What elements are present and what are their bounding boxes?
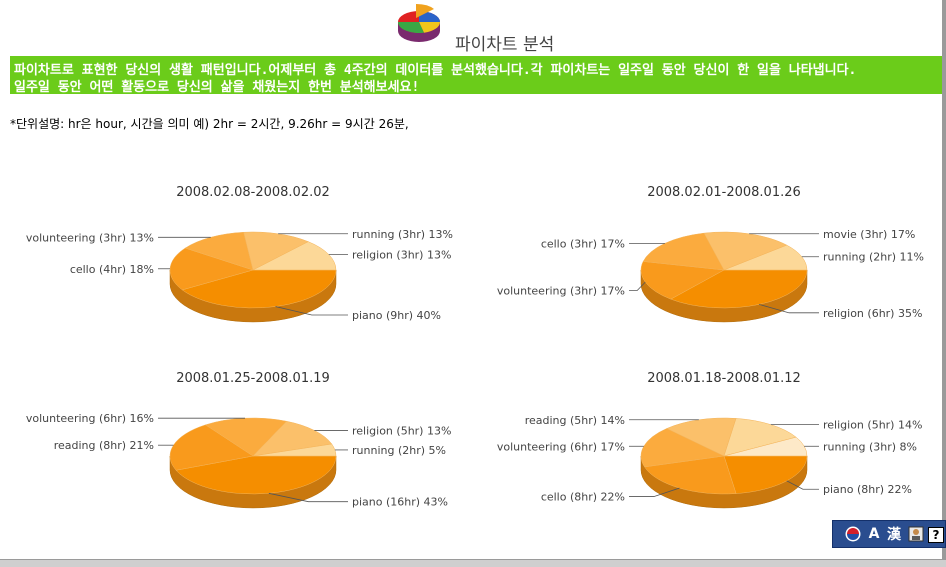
toolbar-english-mode-button[interactable]: A bbox=[868, 526, 880, 542]
slice-label: running (3hr) 13% bbox=[352, 228, 453, 241]
pie-slice bbox=[169, 424, 254, 471]
page-title: 파이차트 분석 bbox=[455, 35, 555, 55]
user-settings-icon[interactable] bbox=[906, 524, 926, 544]
label-leader-line bbox=[759, 304, 819, 314]
toolbar-help-button[interactable]: ? bbox=[928, 527, 944, 543]
window-right-edge bbox=[942, 0, 946, 566]
slice-label: volunteering (6hr) 17% bbox=[497, 440, 625, 453]
label-leader-line bbox=[786, 480, 819, 490]
pie-slice bbox=[670, 269, 808, 309]
slice-label: piano (16hr) 43% bbox=[352, 496, 448, 509]
slice-label: piano (9hr) 40% bbox=[352, 309, 441, 322]
slice-label: cello (8hr) 22% bbox=[541, 490, 625, 503]
pie-chart-svg-3: 2008.01.25-2008.01.19 piano (16hr) 43% rea… bbox=[26, 371, 452, 509]
pie-slice bbox=[169, 247, 254, 291]
pie-chart-svg-4: 2008.01.18-2008.01.12 piano (8hr) 22% cell… bbox=[497, 371, 922, 509]
pie-slice bbox=[723, 436, 808, 457]
pie-slice bbox=[640, 428, 725, 468]
label-leader-line bbox=[629, 281, 646, 291]
korean-flag-icon[interactable] bbox=[843, 524, 863, 544]
ime-toolbar: A 漢 ? bbox=[832, 520, 946, 548]
slice-label: religion (5hr) 14% bbox=[823, 419, 922, 432]
slice-label: religion (3hr) 13% bbox=[352, 248, 451, 261]
pie-chart-week-1: 2008.02.08-2008.02.02 piano (9hr) 40% cell… bbox=[0, 178, 471, 358]
pie-slice bbox=[723, 244, 808, 271]
slice-label: religion (5hr) 13% bbox=[352, 424, 451, 437]
pie-slice bbox=[640, 261, 725, 300]
toolbar-hanja-button[interactable]: 漢 bbox=[887, 527, 901, 543]
pie-slice bbox=[181, 269, 337, 309]
banner-line-2: 일주일 동안 어떤 활동으로 당신의 삶을 채웠는지 한번 분석해보세요! bbox=[14, 80, 420, 95]
label-leader-line bbox=[268, 492, 348, 503]
slice-label: running (2hr) 11% bbox=[823, 251, 924, 264]
pie-chart-week-2: 2008.02.01-2008.01.26 religion (6hr) 35% v… bbox=[471, 178, 942, 358]
pie-slice bbox=[184, 231, 254, 271]
slice-label: cello (3hr) 17% bbox=[541, 237, 625, 250]
slice-label: reading (5hr) 14% bbox=[525, 414, 625, 427]
pie-chart-logo-icon bbox=[397, 3, 441, 42]
slice-label: religion (6hr) 35% bbox=[823, 307, 922, 320]
slice-label: reading (8hr) 21% bbox=[54, 439, 154, 452]
pie-slice bbox=[175, 455, 337, 495]
slice-label: running (3hr) 8% bbox=[823, 440, 917, 453]
pie-chart-svg-1: 2008.02.08-2008.02.02 piano (9hr) 40% cell… bbox=[26, 185, 453, 323]
unit-description: *단위설명: hr은 hour, 시간을 의미 예) 2hr = 2시간, 9.… bbox=[10, 117, 409, 131]
description-banner: 파이차트로 표현한 당신의 생활 패턴입니다.어제부터 총 4주간의 데이터를 … bbox=[10, 56, 942, 95]
pie-slice bbox=[703, 231, 788, 271]
banner-line-1: 파이차트로 표현한 당신의 생활 패턴입니다.어제부터 총 4주간의 데이터를 … bbox=[14, 63, 857, 78]
slice-label: cello (4hr) 18% bbox=[70, 263, 154, 276]
pie-slice bbox=[642, 232, 725, 271]
pie-slice bbox=[666, 417, 737, 457]
window-bottom-edge bbox=[0, 559, 946, 567]
slice-label: volunteering (3hr) 17% bbox=[497, 284, 625, 297]
slice-label: volunteering (6hr) 16% bbox=[26, 412, 154, 425]
chart-title: 2008.02.08-2008.02.02 bbox=[176, 185, 330, 200]
slice-label: running (2hr) 5% bbox=[352, 444, 446, 457]
chart-title: 2008.02.01-2008.01.26 bbox=[647, 185, 801, 200]
label-leader-line bbox=[629, 487, 680, 497]
chart-title: 2008.01.18-2008.01.12 bbox=[647, 371, 801, 386]
slice-label: volunteering (3hr) 13% bbox=[26, 231, 154, 244]
pie-slice bbox=[723, 455, 808, 494]
pie-chart-svg-2: 2008.02.01-2008.01.26 religion (6hr) 35% v… bbox=[497, 185, 924, 323]
pie-slice bbox=[723, 418, 797, 457]
pie-chart-week-4: 2008.01.18-2008.01.12 piano (8hr) 22% cell… bbox=[471, 364, 942, 544]
page-header: 파이차트 분석 bbox=[0, 0, 942, 55]
chart-title: 2008.01.25-2008.01.19 bbox=[176, 371, 330, 386]
pie-chart-week-3: 2008.01.25-2008.01.19 piano (16hr) 43% rea… bbox=[0, 364, 471, 544]
label-leader-line bbox=[275, 306, 348, 316]
slice-label: piano (8hr) 22% bbox=[823, 483, 912, 496]
slice-label: movie (3hr) 17% bbox=[823, 228, 915, 241]
